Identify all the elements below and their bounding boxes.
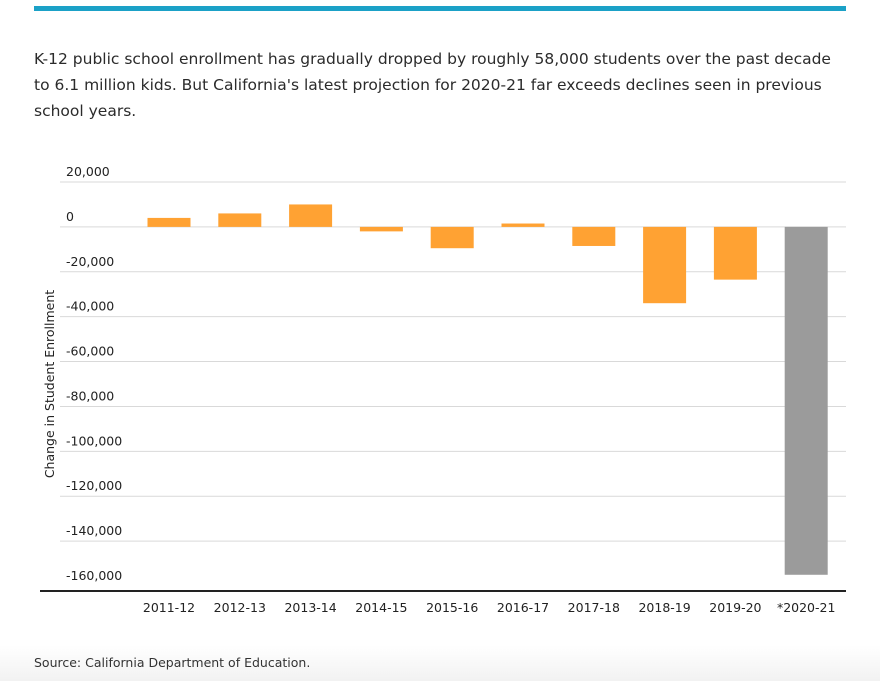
chart-description: K-12 public school enrollment has gradua…: [34, 50, 831, 120]
bar-projected-2020-21: [784, 226, 828, 575]
bar-2015-16: [430, 226, 474, 249]
y-tick-label: 0: [66, 209, 74, 224]
x-tick-label: 2016-17: [497, 600, 549, 615]
x-tick-label: 2019-20: [709, 600, 761, 615]
bar-2012-13: [218, 213, 262, 227]
bar-2016-17: [501, 223, 545, 227]
source-note: Source: California Department of Educati…: [34, 655, 311, 670]
x-tick-label: 2014-15: [355, 600, 407, 615]
y-tick-label: -100,000: [66, 433, 122, 448]
bar-2014-15: [359, 226, 403, 232]
x-tick-label: 2013-14: [284, 600, 336, 615]
y-tick-label: -60,000: [66, 344, 114, 359]
bar-2019-20: [713, 226, 757, 280]
bar-2011-12: [147, 217, 191, 227]
x-tick-label: 2011-12: [143, 600, 195, 615]
bar-2018-19: [643, 226, 687, 304]
y-axis-label: Change in Student Enrollment: [42, 290, 57, 478]
y-tick-label: -40,000: [66, 299, 114, 314]
y-tick-label: -120,000: [66, 478, 122, 493]
y-tick-label: 20,000: [66, 164, 110, 179]
enrollment-change-bar-chart: 20,000 0 -20,000 -40,000 -60,000 -80,000 -100,…: [40, 164, 846, 615]
bar-2013-14: [289, 204, 333, 227]
y-tick-label: -140,000: [66, 523, 122, 538]
y-tick-labels: 20,000 0 -20,000 -40,000 -60,000 -80,000 -100,…: [66, 164, 122, 583]
footer-bar: [0, 645, 880, 681]
x-tick-label: 2018-19: [638, 600, 690, 615]
grid-lines: [60, 181, 846, 542]
top-accent-rule: [34, 6, 846, 11]
bars: [147, 204, 828, 575]
y-tick-label: -20,000: [66, 254, 114, 269]
x-tick-label: 2017-18: [568, 600, 620, 615]
y-tick-label: -160,000: [66, 568, 122, 583]
bar-2017-18: [572, 226, 616, 246]
x-tick-label: 2012-13: [214, 600, 266, 615]
x-tick-label: 2015-16: [426, 600, 478, 615]
x-tick-label: *2020-21: [777, 600, 835, 615]
x-tick-labels: 2011-12 2012-13 2013-14 2014-15 2015-16 2016-…: [143, 600, 836, 615]
y-tick-label: -80,000: [66, 388, 114, 403]
